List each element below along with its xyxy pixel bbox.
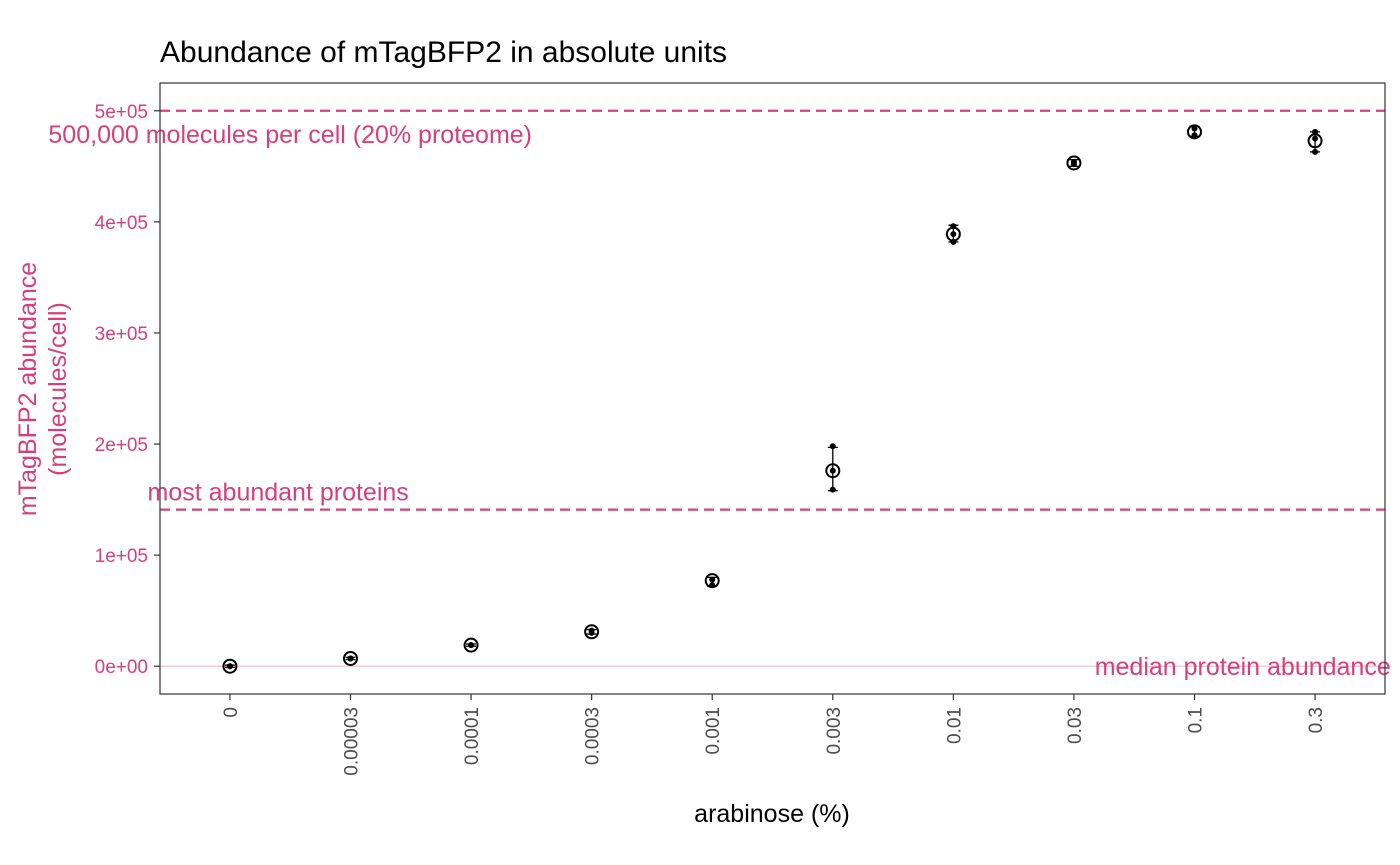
replicate-point [226,663,233,670]
reference-label-2: median protein abundance [1095,653,1391,681]
mean-point [1186,124,1202,140]
replicate-point [468,642,475,649]
reference-labels: 500,000 molecules per cell (20% proteome… [48,121,1390,681]
x-tick-label: 0.01 [944,707,965,744]
data-point-group [1307,128,1323,155]
data-point-group [343,650,359,666]
mean-point [463,637,479,653]
data-point-group [1186,124,1202,140]
y-tick-label: 4e+05 [95,213,148,234]
y-axis-label-line1: mTagBFP2 abundance [14,262,42,516]
x-tick-label: 0.3 [1306,707,1327,733]
y-axis-label-line2: (molecules/cell) [44,302,72,476]
mean-point [584,624,600,640]
data-point-group [945,223,961,245]
x-tick-label: 0.03 [1065,707,1086,744]
x-tick-label: 0.1 [1185,707,1206,733]
mean-point [945,226,961,242]
x-axis-label: arabinose (%) [694,800,850,828]
data-point-group [222,658,238,674]
mean-point [222,658,238,674]
y-axis-label: mTagBFP2 abundance (molecules/cell) [14,262,72,516]
reference-lines [160,109,1385,667]
mean-point [1066,155,1082,171]
data-point-group [584,624,600,640]
data-point-group [704,573,720,589]
mean-point [1307,133,1323,149]
replicate-point [829,443,836,450]
replicate-point [1312,148,1319,155]
x-tick-label: 0.003 [824,707,845,755]
y-tick-label: 0e+00 [95,657,148,678]
x-tick-label: 0.0003 [583,707,604,765]
x-tick-label: 0.00003 [342,707,363,776]
plot-panel-border [159,82,1386,695]
x-tick-label: 0.0001 [462,707,483,765]
data-point-group [1066,155,1082,171]
mean-point [704,573,720,589]
y-tick-label: 3e+05 [95,324,148,345]
replicate-point [1191,132,1198,139]
y-tick-label: 5e+05 [95,102,148,123]
y-tick-label: 2e+05 [95,435,148,456]
data-point-group [463,637,479,653]
reference-label-1: most abundant proteins [148,479,409,507]
replicate-point [709,576,716,583]
chart-title: Abundance of mTagBFP2 in absolute units [160,36,727,69]
replicate-point [1312,128,1319,135]
replicate-point [1312,135,1319,142]
replicate-point [829,467,836,474]
replicate-point [347,655,354,662]
replicate-point [588,627,595,634]
replicate-point [1070,158,1077,165]
y-axis: 0e+00 1e+05 2e+05 3e+05 4e+05 5e+05 [95,102,160,678]
x-axis: 0 0.00003 0.0001 0.0003 0.001 0.003 0.01 0.03 0.… [221,694,1327,776]
data-point-group [825,443,841,493]
data-points [222,124,1323,674]
replicate-point [950,231,957,238]
mean-point [825,463,841,479]
replicate-point [829,486,836,493]
reference-label-0: 500,000 molecules per cell (20% proteome… [48,121,532,149]
x-tick-label: 0 [221,707,242,718]
mean-point [343,650,359,666]
replicate-point [1191,125,1198,132]
x-tick-label: 0.001 [703,707,724,755]
y-tick-label: 1e+05 [95,546,148,567]
